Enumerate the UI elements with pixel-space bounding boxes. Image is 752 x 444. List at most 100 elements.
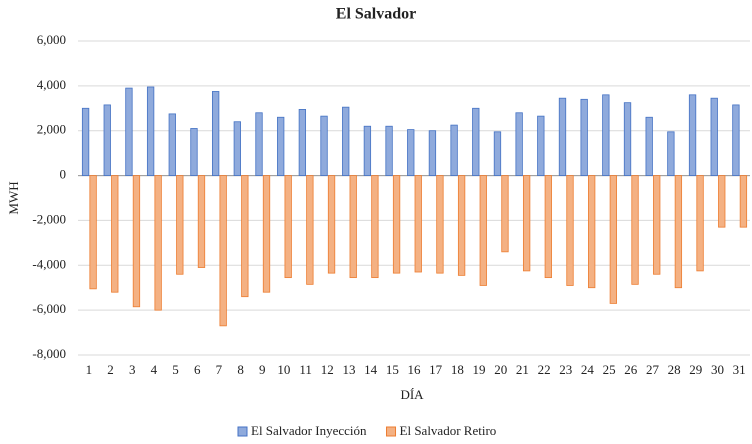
legend-label: El Salvador Inyección bbox=[251, 423, 367, 438]
bar bbox=[696, 175, 704, 272]
bar bbox=[385, 125, 393, 176]
x-tick-label: 25 bbox=[603, 362, 616, 377]
x-tick-label: 10 bbox=[277, 362, 290, 377]
x-tick-label: 13 bbox=[342, 362, 355, 377]
bar bbox=[558, 97, 567, 176]
bar bbox=[363, 125, 372, 176]
x-tick-label: 14 bbox=[364, 362, 378, 377]
bar bbox=[718, 175, 726, 228]
x-tick-label: 20 bbox=[494, 362, 507, 377]
bar bbox=[146, 86, 155, 176]
bar bbox=[197, 175, 206, 268]
x-tick-label: 15 bbox=[386, 362, 399, 377]
x-tick-label: 23 bbox=[559, 362, 572, 377]
bar bbox=[392, 175, 401, 274]
y-tick-label: 4,000 bbox=[37, 77, 66, 92]
y-tick-label: 2,000 bbox=[37, 122, 66, 137]
bar bbox=[89, 175, 97, 290]
bar bbox=[298, 109, 307, 176]
bar bbox=[653, 175, 661, 275]
x-tick-label: 12 bbox=[321, 362, 334, 377]
y-tick-label: 0 bbox=[60, 167, 67, 182]
x-axis-label: DÍA bbox=[400, 387, 424, 402]
bar bbox=[457, 175, 466, 276]
bar bbox=[501, 175, 509, 253]
x-tick-label: 29 bbox=[689, 362, 702, 377]
bar bbox=[522, 175, 531, 272]
bar bbox=[436, 175, 444, 274]
x-tick-label: 4 bbox=[151, 362, 158, 377]
x-tick-label: 8 bbox=[237, 362, 244, 377]
x-tick-label: 2 bbox=[107, 362, 114, 377]
bar bbox=[602, 94, 610, 176]
bar bbox=[284, 175, 292, 279]
x-tick-label: 16 bbox=[408, 362, 422, 377]
bar bbox=[450, 124, 458, 176]
bar bbox=[255, 112, 263, 176]
bar bbox=[342, 106, 350, 176]
bar bbox=[566, 175, 574, 286]
bar bbox=[472, 107, 480, 176]
bar bbox=[211, 91, 220, 176]
x-tick-label: 22 bbox=[538, 362, 551, 377]
bar bbox=[588, 175, 596, 289]
y-axis-label: MWH bbox=[6, 181, 21, 214]
legend-label: El Salvador Retiro bbox=[400, 423, 497, 438]
y-tick-label: -2,000 bbox=[32, 211, 66, 226]
bar bbox=[349, 175, 357, 279]
x-tick-label: 17 bbox=[429, 362, 443, 377]
x-tick-label: 6 bbox=[194, 362, 201, 377]
x-tick-label: 27 bbox=[646, 362, 660, 377]
y-tick-label: 6,000 bbox=[37, 32, 66, 47]
bar bbox=[327, 175, 336, 274]
bar bbox=[739, 175, 748, 228]
bar bbox=[103, 104, 111, 176]
bar bbox=[493, 131, 502, 176]
bar bbox=[241, 175, 249, 298]
x-tick-label: 31 bbox=[733, 362, 746, 377]
bar bbox=[320, 115, 328, 176]
bar bbox=[609, 175, 618, 304]
bar bbox=[479, 175, 487, 286]
bar bbox=[544, 175, 552, 279]
legend-swatch bbox=[237, 426, 248, 437]
x-tick-label: 19 bbox=[473, 362, 486, 377]
x-tick-label: 5 bbox=[172, 362, 179, 377]
x-tick-label: 21 bbox=[516, 362, 529, 377]
bar bbox=[176, 175, 184, 275]
bar bbox=[732, 104, 740, 176]
x-tick-label: 7 bbox=[216, 362, 223, 377]
bar bbox=[233, 121, 241, 176]
bar bbox=[219, 175, 227, 327]
y-tick-label: -4,000 bbox=[32, 256, 66, 271]
x-tick-label: 1 bbox=[86, 362, 93, 377]
bar bbox=[580, 98, 588, 176]
bar bbox=[674, 175, 683, 289]
x-tick-label: 9 bbox=[259, 362, 266, 377]
bar bbox=[710, 97, 718, 176]
bar bbox=[111, 175, 119, 293]
bar bbox=[277, 116, 285, 176]
x-tick-label: 11 bbox=[299, 362, 312, 377]
bar bbox=[371, 175, 379, 279]
bar bbox=[154, 175, 162, 311]
y-tick-label: -8,000 bbox=[32, 346, 66, 361]
bar bbox=[537, 115, 545, 176]
x-tick-label: 18 bbox=[451, 362, 464, 377]
bar bbox=[667, 131, 675, 176]
x-tick-label: 26 bbox=[624, 362, 638, 377]
bar bbox=[645, 116, 653, 176]
bar bbox=[631, 175, 639, 285]
bar bbox=[168, 113, 176, 176]
chart-title: El Salvador bbox=[336, 6, 416, 23]
bar bbox=[262, 175, 271, 293]
bar bbox=[190, 128, 198, 176]
bar bbox=[125, 87, 133, 176]
bar bbox=[132, 175, 141, 308]
bar bbox=[623, 102, 632, 176]
y-tick-label: -6,000 bbox=[32, 301, 66, 316]
x-tick-label: 3 bbox=[129, 362, 136, 377]
bar bbox=[306, 175, 314, 285]
bar bbox=[407, 129, 415, 176]
